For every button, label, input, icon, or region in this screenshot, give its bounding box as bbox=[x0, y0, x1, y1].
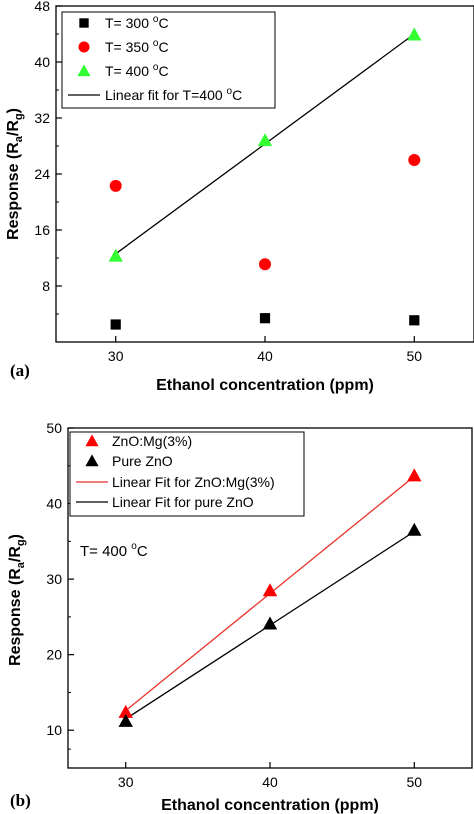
y-tick-label: 20 bbox=[46, 647, 62, 663]
x-tick-label: 40 bbox=[257, 348, 273, 364]
legend-symbol-series-1 bbox=[78, 41, 90, 53]
y-tick-label: 32 bbox=[34, 110, 50, 126]
data-point-series-0 bbox=[118, 704, 133, 718]
legend-item-pure-zno: Pure ZnO bbox=[112, 453, 173, 469]
panel-b-y-axis-title: Response (Ra/Rg) bbox=[7, 534, 27, 666]
y-tick-label: 50 bbox=[46, 420, 62, 436]
panel-a-chart: 30 40 50 8 16 24 32 40 48 (a) Ethanol concentrat… bbox=[5, 0, 474, 394]
panel-a-legend: T= 300 oC T= 350 oC T= 400 oC Linear fit… bbox=[61, 11, 276, 109]
legend-item-t400: T= 400 oC bbox=[105, 62, 169, 79]
data-point-series-0 bbox=[259, 313, 271, 324]
x-tick-label: 30 bbox=[108, 348, 124, 364]
panel-a-y-axis-title: Response (Ra/Rg) bbox=[5, 108, 25, 240]
legend-item-linear-fit-t400: Linear fit for T=400 oC bbox=[105, 86, 242, 103]
x-tick-label: 30 bbox=[118, 774, 134, 790]
legend-symbol-series-0 bbox=[79, 18, 89, 28]
data-point-series-1 bbox=[262, 616, 278, 630]
data-point-series-2 bbox=[257, 133, 273, 147]
panel-a-label: (a) bbox=[10, 361, 30, 380]
y-tick-label: 24 bbox=[34, 166, 50, 182]
legend-item-fit-zno-mg: Linear Fit for ZnO:Mg(3%) bbox=[112, 474, 275, 490]
data-point-series-1 bbox=[109, 179, 122, 192]
panel-b-legend-box bbox=[69, 431, 305, 517]
y-tick-label: 48 bbox=[34, 0, 50, 14]
panel-b-data-marks bbox=[118, 468, 422, 727]
y-tick-label: 40 bbox=[34, 54, 50, 70]
panel-a-x-axis-title: Ethanol concentration (ppm) bbox=[156, 377, 374, 394]
panel-a-legend-box bbox=[61, 11, 276, 109]
panel-b-legend-symbols bbox=[76, 434, 108, 503]
data-point-series-1 bbox=[118, 713, 133, 727]
data-point-series-0 bbox=[262, 583, 278, 597]
y-tick-label: 30 bbox=[46, 571, 62, 587]
x-tick-label: 50 bbox=[406, 348, 422, 364]
panel-b-label: (b) bbox=[10, 791, 31, 810]
data-point-series-1 bbox=[407, 522, 422, 536]
legend-symbol-series-2 bbox=[77, 64, 91, 77]
data-point-series-1 bbox=[408, 154, 421, 166]
legend-symbol-series-1 bbox=[85, 454, 99, 467]
panel-a-data-marks bbox=[108, 27, 422, 330]
legend-item-t350: T= 350 oC bbox=[105, 38, 169, 55]
data-point-series-1 bbox=[259, 258, 271, 271]
y-tick-label: 16 bbox=[34, 222, 50, 238]
y-tick-label: 40 bbox=[46, 496, 62, 512]
panel-a-legend-symbols bbox=[68, 18, 100, 96]
panel-b-x-axis-title: Ethanol concentration (ppm) bbox=[161, 797, 379, 814]
y-tick-label: 10 bbox=[46, 722, 62, 738]
panel-b-legend: ZnO:Mg(3%) Pure ZnO Linear Fit for ZnO:M… bbox=[69, 431, 305, 517]
data-point-series-2 bbox=[407, 27, 422, 41]
data-point-series-0 bbox=[407, 468, 422, 482]
x-tick-label: 40 bbox=[262, 774, 278, 790]
legend-item-zno-mg: ZnO:Mg(3%) bbox=[112, 433, 192, 449]
y-tick-label: 8 bbox=[42, 278, 50, 294]
panel-b-chart: 30 40 50 10 20 30 40 50 (b) Ethanol concentrati… bbox=[7, 420, 473, 814]
legend-symbol-series-0 bbox=[85, 434, 99, 447]
x-tick-label: 50 bbox=[406, 774, 422, 790]
data-point-series-0 bbox=[409, 315, 420, 326]
data-point-series-2 bbox=[108, 248, 123, 262]
panel-b-temperature-annotation: T= 400 oC bbox=[80, 541, 148, 560]
legend-item-t300: T= 300 oC bbox=[105, 14, 169, 31]
panel-a-ticks: 30 40 50 8 16 24 32 40 48 bbox=[34, 0, 422, 364]
panel-b-ticks: 30 40 50 10 20 30 40 50 bbox=[46, 420, 422, 790]
data-point-series-0 bbox=[110, 319, 121, 330]
legend-item-fit-pure-zno: Linear Fit for pure ZnO bbox=[112, 494, 254, 510]
